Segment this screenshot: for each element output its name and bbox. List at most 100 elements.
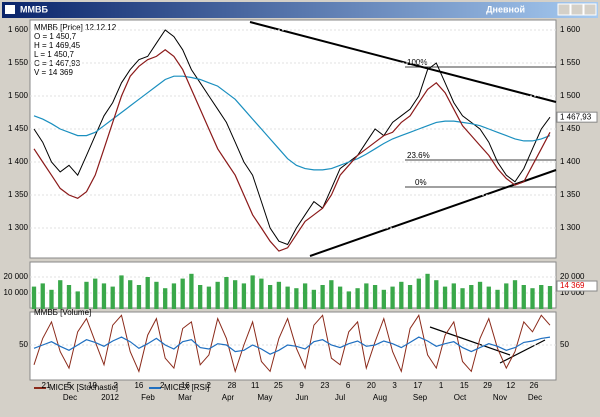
- price-legend: ММВБ [Price] 12.12.12 O = 1 450,7 H = 1 …: [34, 23, 117, 77]
- x-day-label: 3: [392, 381, 397, 390]
- fib-label: 0%: [415, 178, 427, 187]
- x-day-label: 2: [113, 381, 118, 390]
- volume-bar: [390, 286, 395, 309]
- last-value-box: [556, 111, 598, 123]
- volume-bar: [40, 283, 45, 309]
- ohlcv: O = 1 450,7: [34, 32, 77, 41]
- price-panel: [29, 19, 557, 259]
- x-month-label: Sep: [413, 393, 428, 402]
- volume-bar: [294, 288, 299, 309]
- x-day-label: 15: [460, 381, 469, 390]
- x-month-label: May: [257, 393, 272, 402]
- volume-bar: [145, 277, 150, 309]
- x-day-label: 16: [134, 381, 143, 390]
- y-tick-label: 10 000: [560, 288, 585, 297]
- volume-bar: [49, 289, 54, 309]
- volume-bar: [486, 286, 491, 309]
- fib-label: 100%: [407, 58, 427, 67]
- x-month-label: Feb: [141, 393, 155, 402]
- series-line: [33, 314, 551, 374]
- y-tick-label: 1 600: [560, 25, 581, 34]
- y-tick-label: 1 450: [8, 124, 29, 133]
- volume-bar: [31, 286, 37, 309]
- x-month-label: Dec: [63, 393, 77, 402]
- volume-bar: [539, 285, 544, 309]
- volume-bar: [233, 280, 238, 309]
- volume-bar: [530, 288, 535, 309]
- volume-bar: [66, 285, 72, 309]
- volume-bar: [521, 285, 526, 309]
- volume-bar: [434, 280, 439, 309]
- x-day-label: 2: [206, 381, 211, 390]
- ohlcv: C = 1 467,93: [34, 59, 81, 68]
- volume-bar: [171, 283, 177, 309]
- volume-bar: [75, 291, 80, 309]
- y-tick-label: 1 450: [560, 124, 581, 133]
- volume-bar: [198, 285, 203, 309]
- window-title: ММВБ: [20, 4, 48, 14]
- volume-bar: [407, 285, 413, 309]
- volume-bar: [189, 273, 194, 309]
- legend-title: ММВБ [Price] 12.12.12: [34, 23, 117, 32]
- y-tick-label: 1 550: [560, 58, 581, 67]
- y-tick-label: 20 000: [4, 272, 29, 281]
- last-value-label: 14 369: [560, 281, 585, 290]
- x-month-label: Jul: [335, 393, 345, 402]
- window-icon: [5, 5, 15, 14]
- volume-bar: [58, 280, 63, 309]
- x-day-label: 11: [251, 381, 260, 390]
- ohlcv: H = 1 469,45: [34, 41, 81, 50]
- volume-bar: [504, 283, 509, 309]
- minimize-button[interactable]: [557, 3, 571, 16]
- volume-bar: [154, 281, 159, 309]
- volume-bar: [101, 283, 107, 309]
- x-day-label: 19: [88, 381, 97, 390]
- x-month-label: Dec: [528, 393, 542, 402]
- x-day-label: 5: [67, 381, 72, 390]
- volume-bar: [215, 281, 220, 309]
- volume-bar: [250, 275, 255, 309]
- y-tick-label: 1 350: [560, 190, 581, 199]
- volume-bar: [399, 281, 404, 309]
- x-day-label: 16: [181, 381, 190, 390]
- series-line: [33, 75, 551, 171]
- last-value-label: 1 467,93: [560, 112, 592, 121]
- x-day-label: 9: [299, 381, 304, 390]
- volume-bar: [241, 283, 247, 309]
- volume-bar: [460, 288, 465, 309]
- y-tick-label: 1 350: [8, 190, 29, 199]
- volume-bar: [320, 285, 325, 309]
- volume-bar: [276, 281, 282, 309]
- x-day-label: 6: [346, 381, 351, 390]
- x-month-label: Apr: [222, 393, 235, 402]
- volume-bar: [416, 278, 421, 309]
- volume-bar: [346, 291, 351, 309]
- volume-bar: [180, 278, 185, 309]
- ohlcv: L = 1 450,7: [34, 50, 75, 59]
- x-day-label: 12: [506, 381, 515, 390]
- maximize-button[interactable]: [570, 3, 584, 16]
- volume-panel: [29, 261, 557, 309]
- x-day-label: 20: [367, 381, 376, 390]
- volume-bar: [442, 286, 448, 309]
- x-day-label: 25: [274, 381, 283, 390]
- volume-bar: [329, 280, 334, 309]
- y-tick-label: 1 550: [8, 58, 29, 67]
- volume-bar: [547, 286, 553, 309]
- volume-bar: [163, 288, 168, 309]
- volume-bar: [512, 280, 518, 309]
- y-tick-label: 1 500: [8, 91, 29, 100]
- y-tick-label: 1 600: [8, 25, 29, 34]
- y-tick-label: 20 000: [560, 272, 585, 281]
- close-button[interactable]: [583, 3, 597, 16]
- x-day-label: 17: [413, 381, 422, 390]
- y-tick-label: 1 300: [560, 223, 581, 232]
- y-tick-label: 10 000: [4, 288, 29, 297]
- osc-trend-line: [499, 339, 546, 364]
- volume-bar: [477, 281, 483, 309]
- volume-bar: [364, 283, 369, 309]
- volume-bar: [425, 273, 430, 309]
- volume-bar: [110, 286, 115, 309]
